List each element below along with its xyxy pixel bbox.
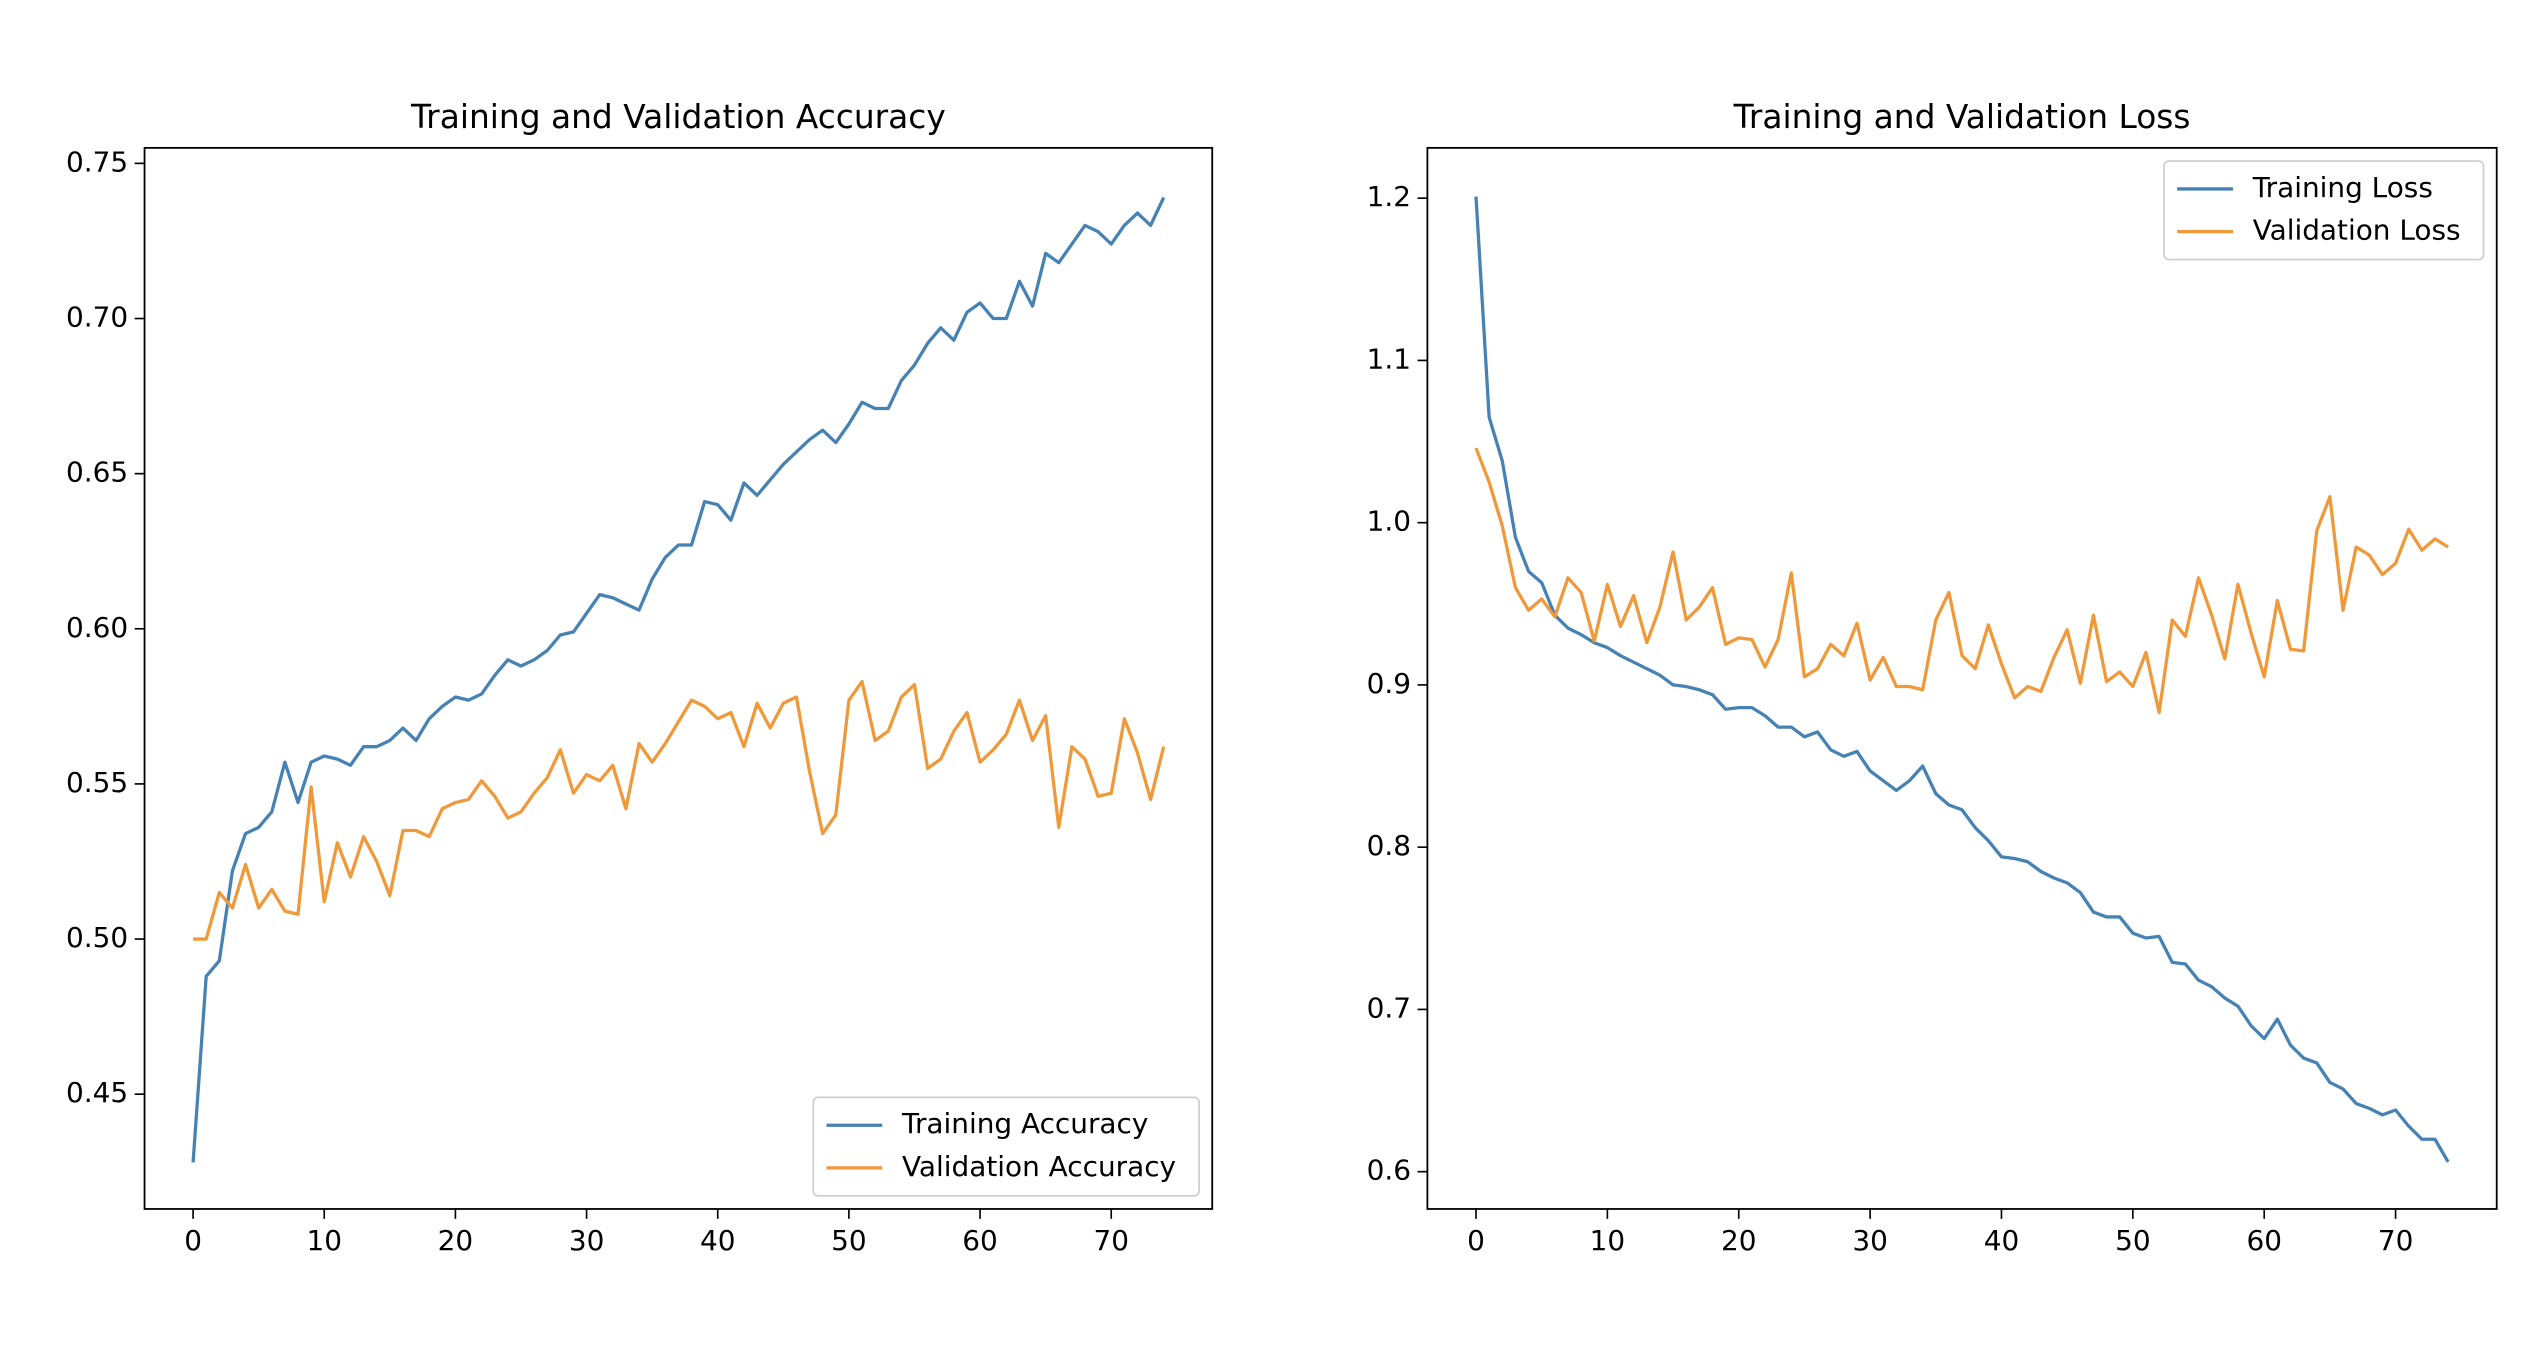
- y-tick-label: 0.70: [66, 301, 128, 334]
- chart-title: Training and Validation Loss: [1733, 98, 2191, 136]
- y-tick-label: 0.75: [66, 145, 128, 178]
- legend-label: Validation Loss: [2253, 214, 2461, 247]
- y-tick-label: 0.6: [1367, 1154, 1411, 1187]
- x-tick-label: 50: [831, 1224, 867, 1257]
- legend-label: Training Accuracy: [901, 1107, 1148, 1140]
- x-tick-label: 20: [1721, 1224, 1757, 1257]
- y-tick-label: 0.55: [66, 766, 128, 799]
- legend-label: Validation Accuracy: [902, 1150, 1176, 1183]
- x-tick-label: 10: [1590, 1224, 1626, 1257]
- legend: Training Loss Validation Loss: [2163, 160, 2485, 261]
- legend-label: Training Loss: [2252, 171, 2433, 204]
- series-line: [1474, 196, 2450, 1163]
- y-tick-label: 1.0: [1367, 505, 1411, 538]
- x-tick-label: 70: [1093, 1224, 1129, 1257]
- x-tick-label: 10: [306, 1224, 342, 1257]
- series-line: [193, 679, 1166, 941]
- y-tick-label: 0.9: [1367, 667, 1411, 700]
- plot-frame: [143, 146, 1214, 1210]
- legend-frame: [812, 1096, 1200, 1197]
- y-tick-label: 1.1: [1367, 342, 1411, 375]
- chart-title: Training and Validation Accuracy: [410, 98, 946, 136]
- y-tick-label: 0.60: [66, 611, 128, 644]
- legend-frame: [2163, 160, 2485, 261]
- series-line: [1474, 447, 2449, 715]
- y-tick-label: 0.50: [66, 921, 128, 954]
- y-tick-label: 0.8: [1367, 829, 1411, 862]
- x-tick-label: 0: [1467, 1224, 1485, 1257]
- x-tick-label: 60: [962, 1224, 998, 1257]
- series-line: [191, 196, 1166, 1163]
- plot-frame: [1426, 146, 2498, 1210]
- x-tick-label: 20: [438, 1224, 474, 1257]
- x-tick-label: 40: [1984, 1224, 2020, 1257]
- y-tick-label: 0.7: [1367, 991, 1411, 1024]
- x-tick-label: 30: [1852, 1224, 1888, 1257]
- y-tick-label: 0.65: [66, 456, 128, 489]
- y-tick-label: 1.2: [1367, 180, 1411, 213]
- y-tick-label: 0.45: [66, 1076, 128, 1109]
- x-tick-label: 50: [2115, 1224, 2151, 1257]
- x-tick-label: 70: [2378, 1224, 2414, 1257]
- x-tick-label: 0: [184, 1224, 202, 1257]
- x-tick-label: 40: [700, 1224, 736, 1257]
- legend: Training Accuracy Validation Accuracy: [812, 1096, 1200, 1197]
- x-tick-label: 60: [2246, 1224, 2282, 1257]
- x-tick-label: 30: [569, 1224, 605, 1257]
